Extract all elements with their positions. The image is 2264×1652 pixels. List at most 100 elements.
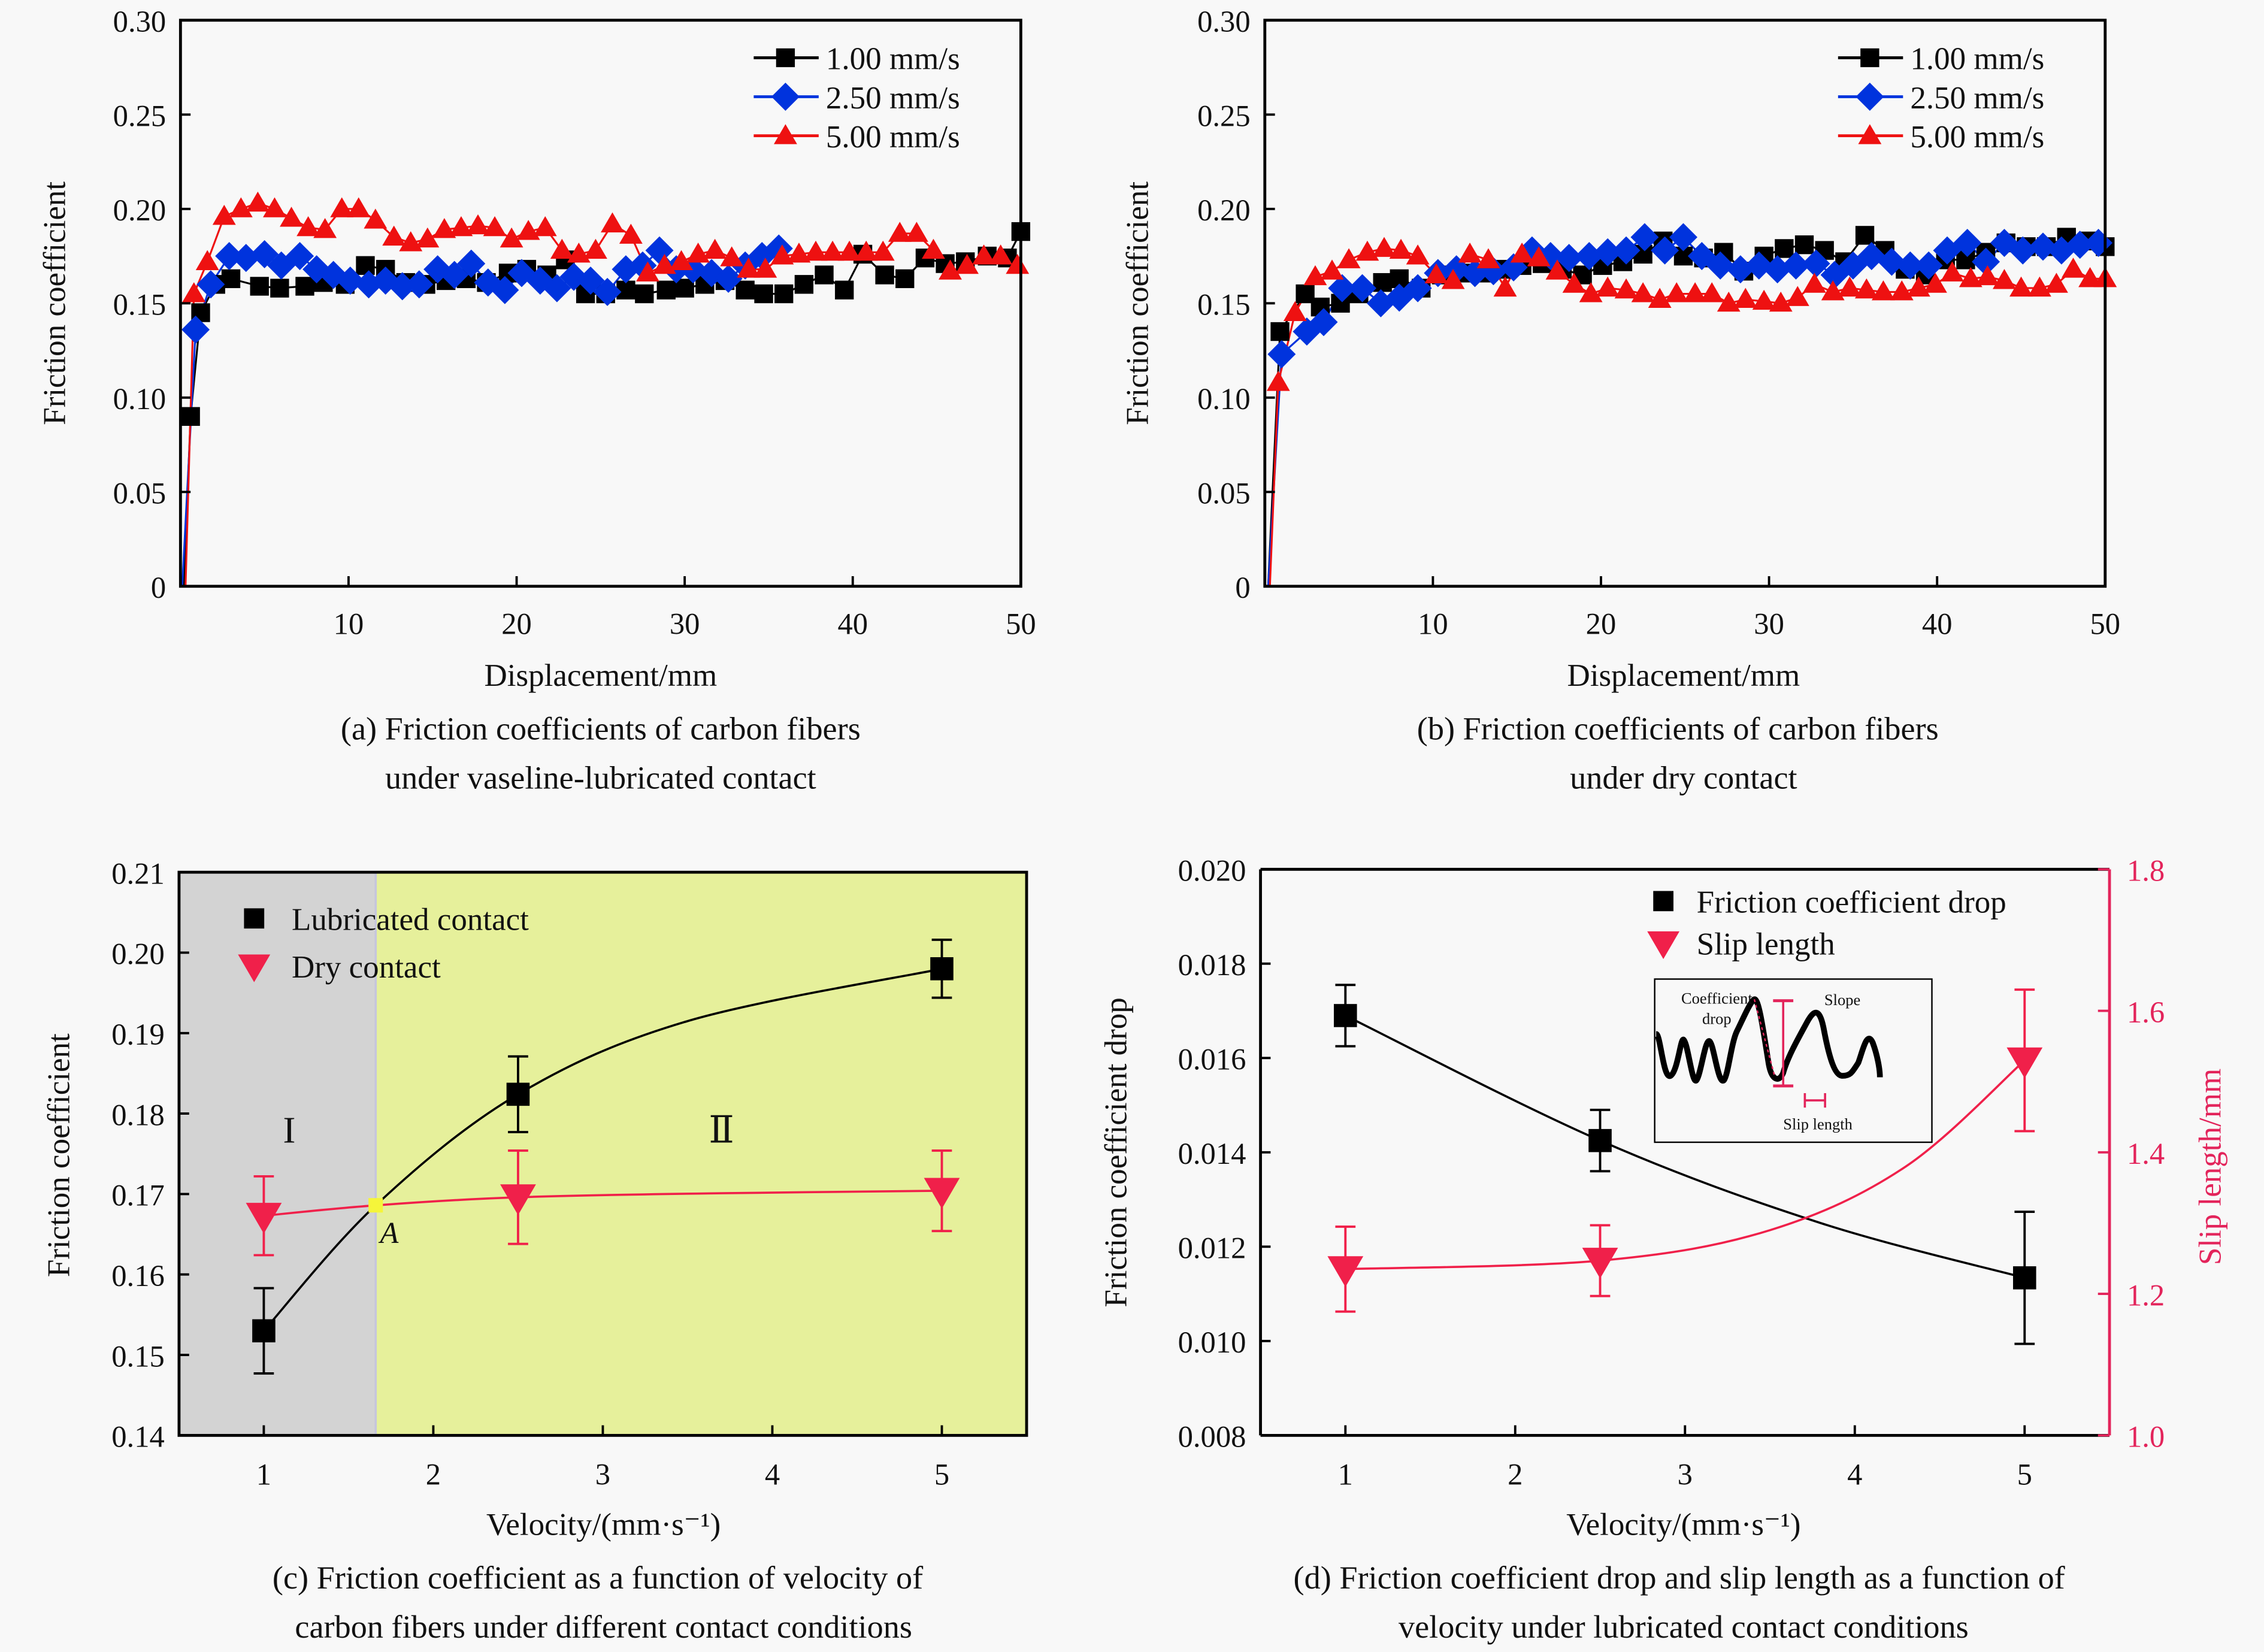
- data-point-b-2: [1266, 371, 1290, 391]
- x-tick-label-a: 30: [670, 607, 700, 640]
- legend-marker-c-0: [244, 908, 265, 929]
- legend-marker-c-1: [238, 954, 271, 982]
- x-tick-label-c: 3: [595, 1457, 610, 1491]
- fit-curve-drop: [1345, 1014, 2025, 1279]
- inset-label-drop-1: Coefficient: [1681, 990, 1753, 1007]
- data-point-b-2: [1545, 259, 1569, 280]
- inset-label-drop-2: drop: [1702, 1009, 1732, 1027]
- data-point-b-2: [1733, 288, 1757, 308]
- x-tick-label-c: 2: [426, 1457, 441, 1491]
- data-point-a-0: [754, 284, 773, 304]
- legend-marker-b-0: [1860, 48, 1879, 68]
- data-point-b-2: [1476, 248, 1500, 268]
- data-point-a-2: [854, 240, 878, 261]
- x-axis-label-b: Displacement/mm: [1567, 658, 1800, 693]
- data-point-a-2: [500, 227, 523, 248]
- y-tick-label-a: 0.30: [113, 5, 167, 38]
- data-point-b-1: [2029, 232, 2057, 261]
- data-point-a-1: [181, 315, 210, 344]
- data-point-b-2: [1993, 269, 2016, 289]
- data-point-a-0: [875, 265, 894, 285]
- data-point-a-2: [888, 222, 912, 242]
- x-tick-label-d: 5: [2017, 1457, 2032, 1491]
- x-axis-label-a: Displacement/mm: [485, 658, 718, 693]
- data-point-b-2: [1579, 282, 1603, 302]
- plot-area-a: 0 0.05 0.10 0.15 0.20 0.25 0.30 10 20 30 40 50 1.00 …: [113, 5, 1036, 640]
- data-point-a-2: [770, 244, 794, 265]
- data-point-b-1: [1669, 223, 1698, 252]
- data-point-a-2: [787, 242, 811, 263]
- legend-label-a-2: 5.00 mm/s: [826, 120, 960, 155]
- y-tick-label-c: 0.16: [111, 1259, 165, 1293]
- panel-a: 0 0.05 0.10 0.15 0.20 0.25 0.30 10 20 30 40 50 1.00 …: [37, 5, 1036, 795]
- data-point-a-2: [399, 231, 423, 252]
- data-point-c-1: [924, 1178, 960, 1209]
- data-point-b-2: [1355, 240, 1379, 261]
- data-point-a-2: [313, 217, 337, 238]
- data-point-b-2: [1975, 265, 1999, 286]
- data-point-a-2: [904, 222, 928, 242]
- data-point-b-2: [1648, 288, 1672, 308]
- data-point-a-2: [584, 238, 607, 259]
- data-point-b-2: [1441, 269, 1465, 289]
- data-point-b-1: [1896, 251, 1924, 280]
- plot-area-b: 0 0.05 0.10 0.15 0.20 0.25 0.30 10 20 30 40 50 1.00 …: [1197, 5, 2120, 640]
- inset-label-slope: Slope: [1824, 991, 1860, 1009]
- y-tick-label-a: 0.10: [113, 382, 167, 416]
- data-point-b-1: [1328, 274, 1357, 302]
- x-tick-label-a: 50: [1006, 607, 1036, 640]
- fit-curve-dry: [264, 1190, 942, 1217]
- intersection-point-A: [368, 1198, 383, 1213]
- data-point-b-2: [2009, 276, 2033, 297]
- y-tick-label-d: 0.018: [1178, 948, 1246, 982]
- data-point-a-2: [263, 197, 286, 217]
- data-point-b-2: [1752, 289, 1776, 310]
- data-point-b-2: [1838, 276, 1862, 297]
- x-tick-label-d: 2: [1508, 1457, 1523, 1491]
- data-point-a-1: [286, 242, 314, 271]
- data-point-b-2: [1631, 282, 1655, 302]
- data-point-a-2: [989, 244, 1013, 265]
- data-point-b-2: [1906, 276, 1930, 297]
- y-tick-label-d: 0.020: [1178, 854, 1246, 888]
- data-point-b-2: [2062, 258, 2085, 278]
- data-point-b-0: [1775, 239, 1794, 258]
- y-tick-label-b: 0.30: [1197, 5, 1251, 38]
- data-point-a-2: [972, 244, 996, 265]
- data-point-b-2: [1785, 286, 1809, 306]
- y-tick-label-b: 0.10: [1197, 382, 1251, 416]
- intersection-label-A: A: [378, 1216, 399, 1249]
- data-point-a-2: [449, 216, 473, 237]
- data-point-d-0: [1334, 1004, 1357, 1027]
- data-point-b-2: [1664, 282, 1688, 302]
- data-point-a-0: [635, 284, 654, 304]
- data-point-b-1: [1612, 236, 1641, 265]
- data-point-a-2: [466, 214, 490, 235]
- data-point-b-1: [1802, 249, 1830, 278]
- data-point-a-2: [516, 220, 540, 240]
- x-tick-label-b: 20: [1586, 607, 1617, 640]
- caption-b-line2: under dry contact: [1570, 760, 1797, 795]
- y-tick-label-d: 0.010: [1178, 1326, 1246, 1359]
- data-point-b-2: [1510, 242, 1534, 263]
- y-right-tick-label-d: 1.4: [2127, 1137, 2165, 1170]
- data-point-b-1: [1706, 251, 1735, 280]
- y-tick-label-c: 0.17: [111, 1179, 165, 1212]
- data-point-a-2: [483, 216, 507, 237]
- region-1: [376, 872, 1027, 1436]
- data-point-b-2: [1802, 273, 1826, 293]
- data-point-b-1: [1555, 244, 1584, 273]
- legend-label-c-1: Dry contact: [292, 950, 441, 985]
- data-point-a-1: [215, 242, 244, 271]
- caption-c-line2: carbon fibers under different contact co…: [295, 1609, 912, 1645]
- data-point-a-2: [939, 259, 962, 280]
- y-axis-label-c: Friction coefficient: [42, 1033, 77, 1277]
- data-point-b-2: [2045, 273, 2068, 293]
- x-tick-label-d: 4: [1847, 1457, 1862, 1491]
- data-point-b-2: [1303, 265, 1327, 286]
- data-point-b-2: [1562, 273, 1586, 293]
- data-point-a-0: [895, 269, 915, 288]
- data-point-a-0: [656, 280, 676, 299]
- y-tick-label-b: 0: [1235, 571, 1250, 604]
